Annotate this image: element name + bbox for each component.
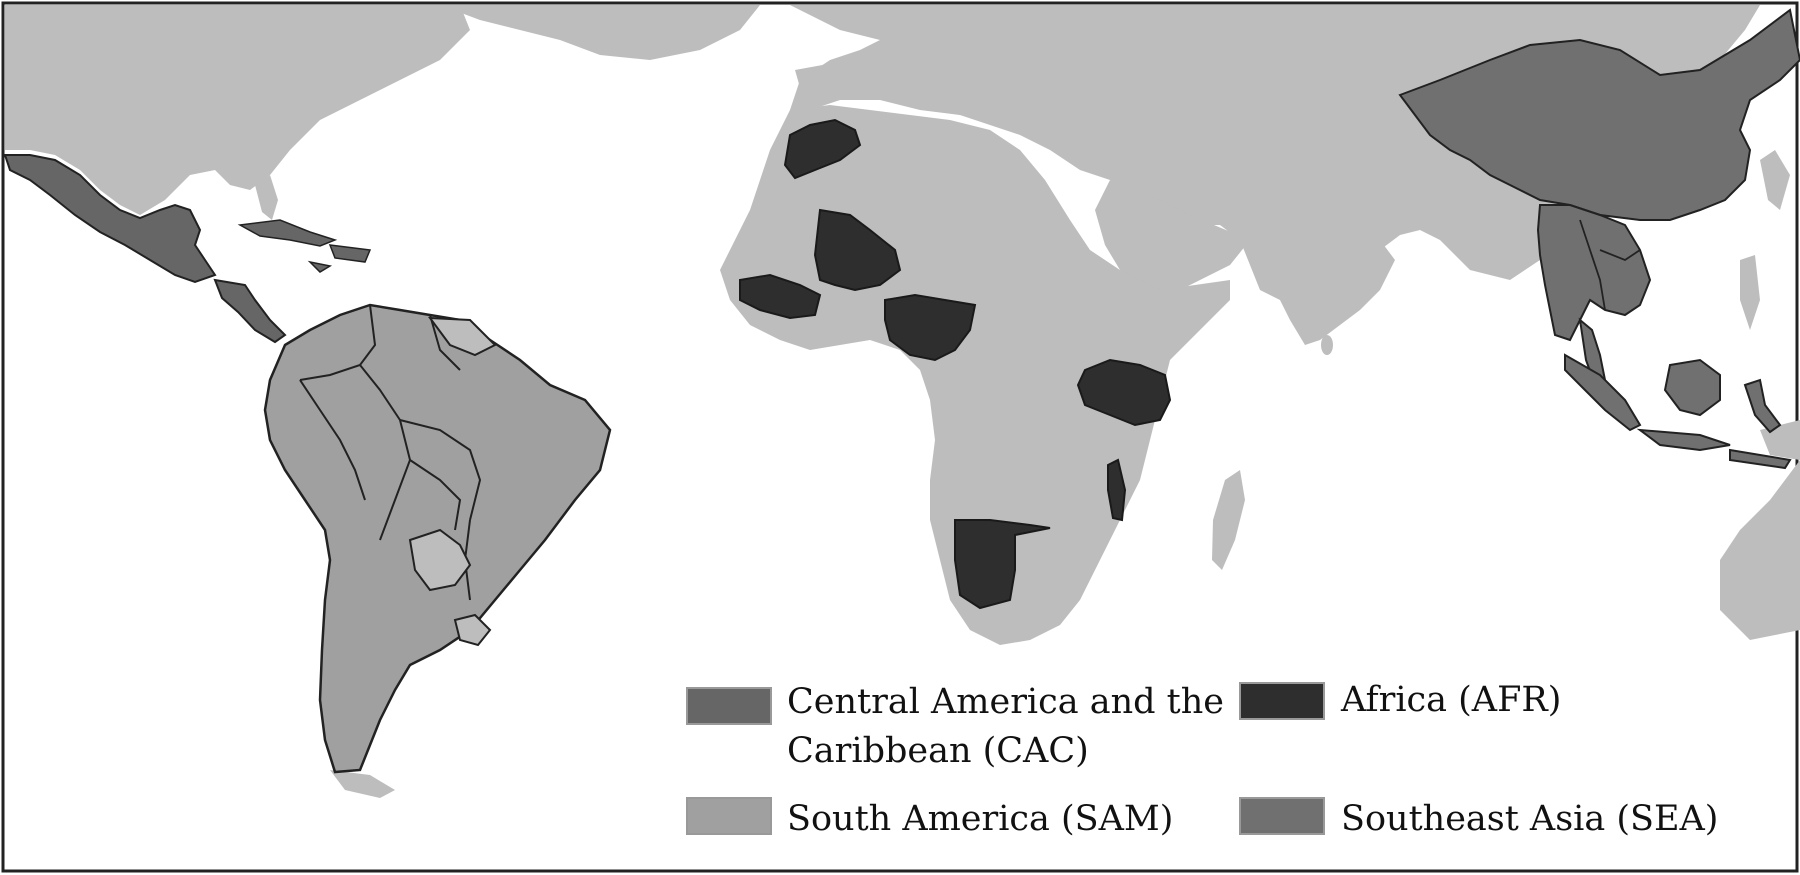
uruguay xyxy=(453,613,492,647)
legend-swatch-sam xyxy=(686,797,772,835)
sulawesi xyxy=(1743,378,1782,434)
java xyxy=(1636,428,1731,452)
greenland xyxy=(440,5,760,60)
guianas xyxy=(427,316,497,357)
sea-country-borders xyxy=(1579,219,1641,311)
sam-light-countries xyxy=(408,316,497,647)
legend-item-sam: South America (SAM) xyxy=(686,797,1173,839)
sri-lanka xyxy=(1321,335,1333,355)
malawi xyxy=(1107,458,1127,522)
central-america xyxy=(213,278,287,344)
mexico xyxy=(3,154,217,284)
east-africa xyxy=(1076,358,1172,427)
legend-swatch-cac xyxy=(686,687,772,725)
europe-south xyxy=(795,60,1060,125)
legend-item-afr: Africa (AFR) xyxy=(1239,680,1561,720)
base-land xyxy=(5,5,1800,798)
region-cac xyxy=(3,154,287,344)
indochina xyxy=(1536,204,1652,342)
legend: Central America and the Caribbean (CAC) … xyxy=(686,680,1718,839)
florida xyxy=(255,175,278,220)
legend-item-cac: Central America and the Caribbean (CAC) xyxy=(686,682,1224,771)
legend-label-afr: Africa (AFR) xyxy=(1340,680,1561,720)
namibia xyxy=(954,519,1051,610)
japan xyxy=(1760,150,1790,210)
north-america xyxy=(5,5,470,215)
madagascar xyxy=(1212,470,1245,570)
arabian-peninsula xyxy=(1095,180,1250,295)
legend-label-sea: Southeast Asia (SEA) xyxy=(1341,799,1718,839)
southern-tip xyxy=(330,770,395,798)
caribbean-islands xyxy=(237,219,372,273)
borneo xyxy=(1663,358,1721,417)
legend-label-cac-line1: Central America and the xyxy=(787,682,1224,722)
india xyxy=(1250,220,1395,345)
legend-swatch-sea xyxy=(1239,797,1325,835)
legend-label-cac-line2: Caribbean (CAC) xyxy=(787,731,1089,771)
legend-swatch-afr xyxy=(1239,682,1325,720)
legend-label-sam: South America (SAM) xyxy=(787,799,1173,839)
morocco xyxy=(783,118,862,180)
legend-item-sea: Southeast Asia (SEA) xyxy=(1239,797,1718,839)
mali xyxy=(813,208,902,292)
region-afr xyxy=(739,118,1172,610)
sam-country-borders xyxy=(299,304,482,601)
lesser-sunda xyxy=(1729,448,1792,470)
sumatra xyxy=(1564,353,1642,432)
nigeria xyxy=(884,293,977,362)
west-africa xyxy=(739,273,822,320)
china xyxy=(1398,8,1800,221)
philippines xyxy=(1740,255,1760,330)
australia xyxy=(1720,460,1800,640)
region-sea xyxy=(1398,8,1800,470)
paraguay xyxy=(408,528,472,592)
